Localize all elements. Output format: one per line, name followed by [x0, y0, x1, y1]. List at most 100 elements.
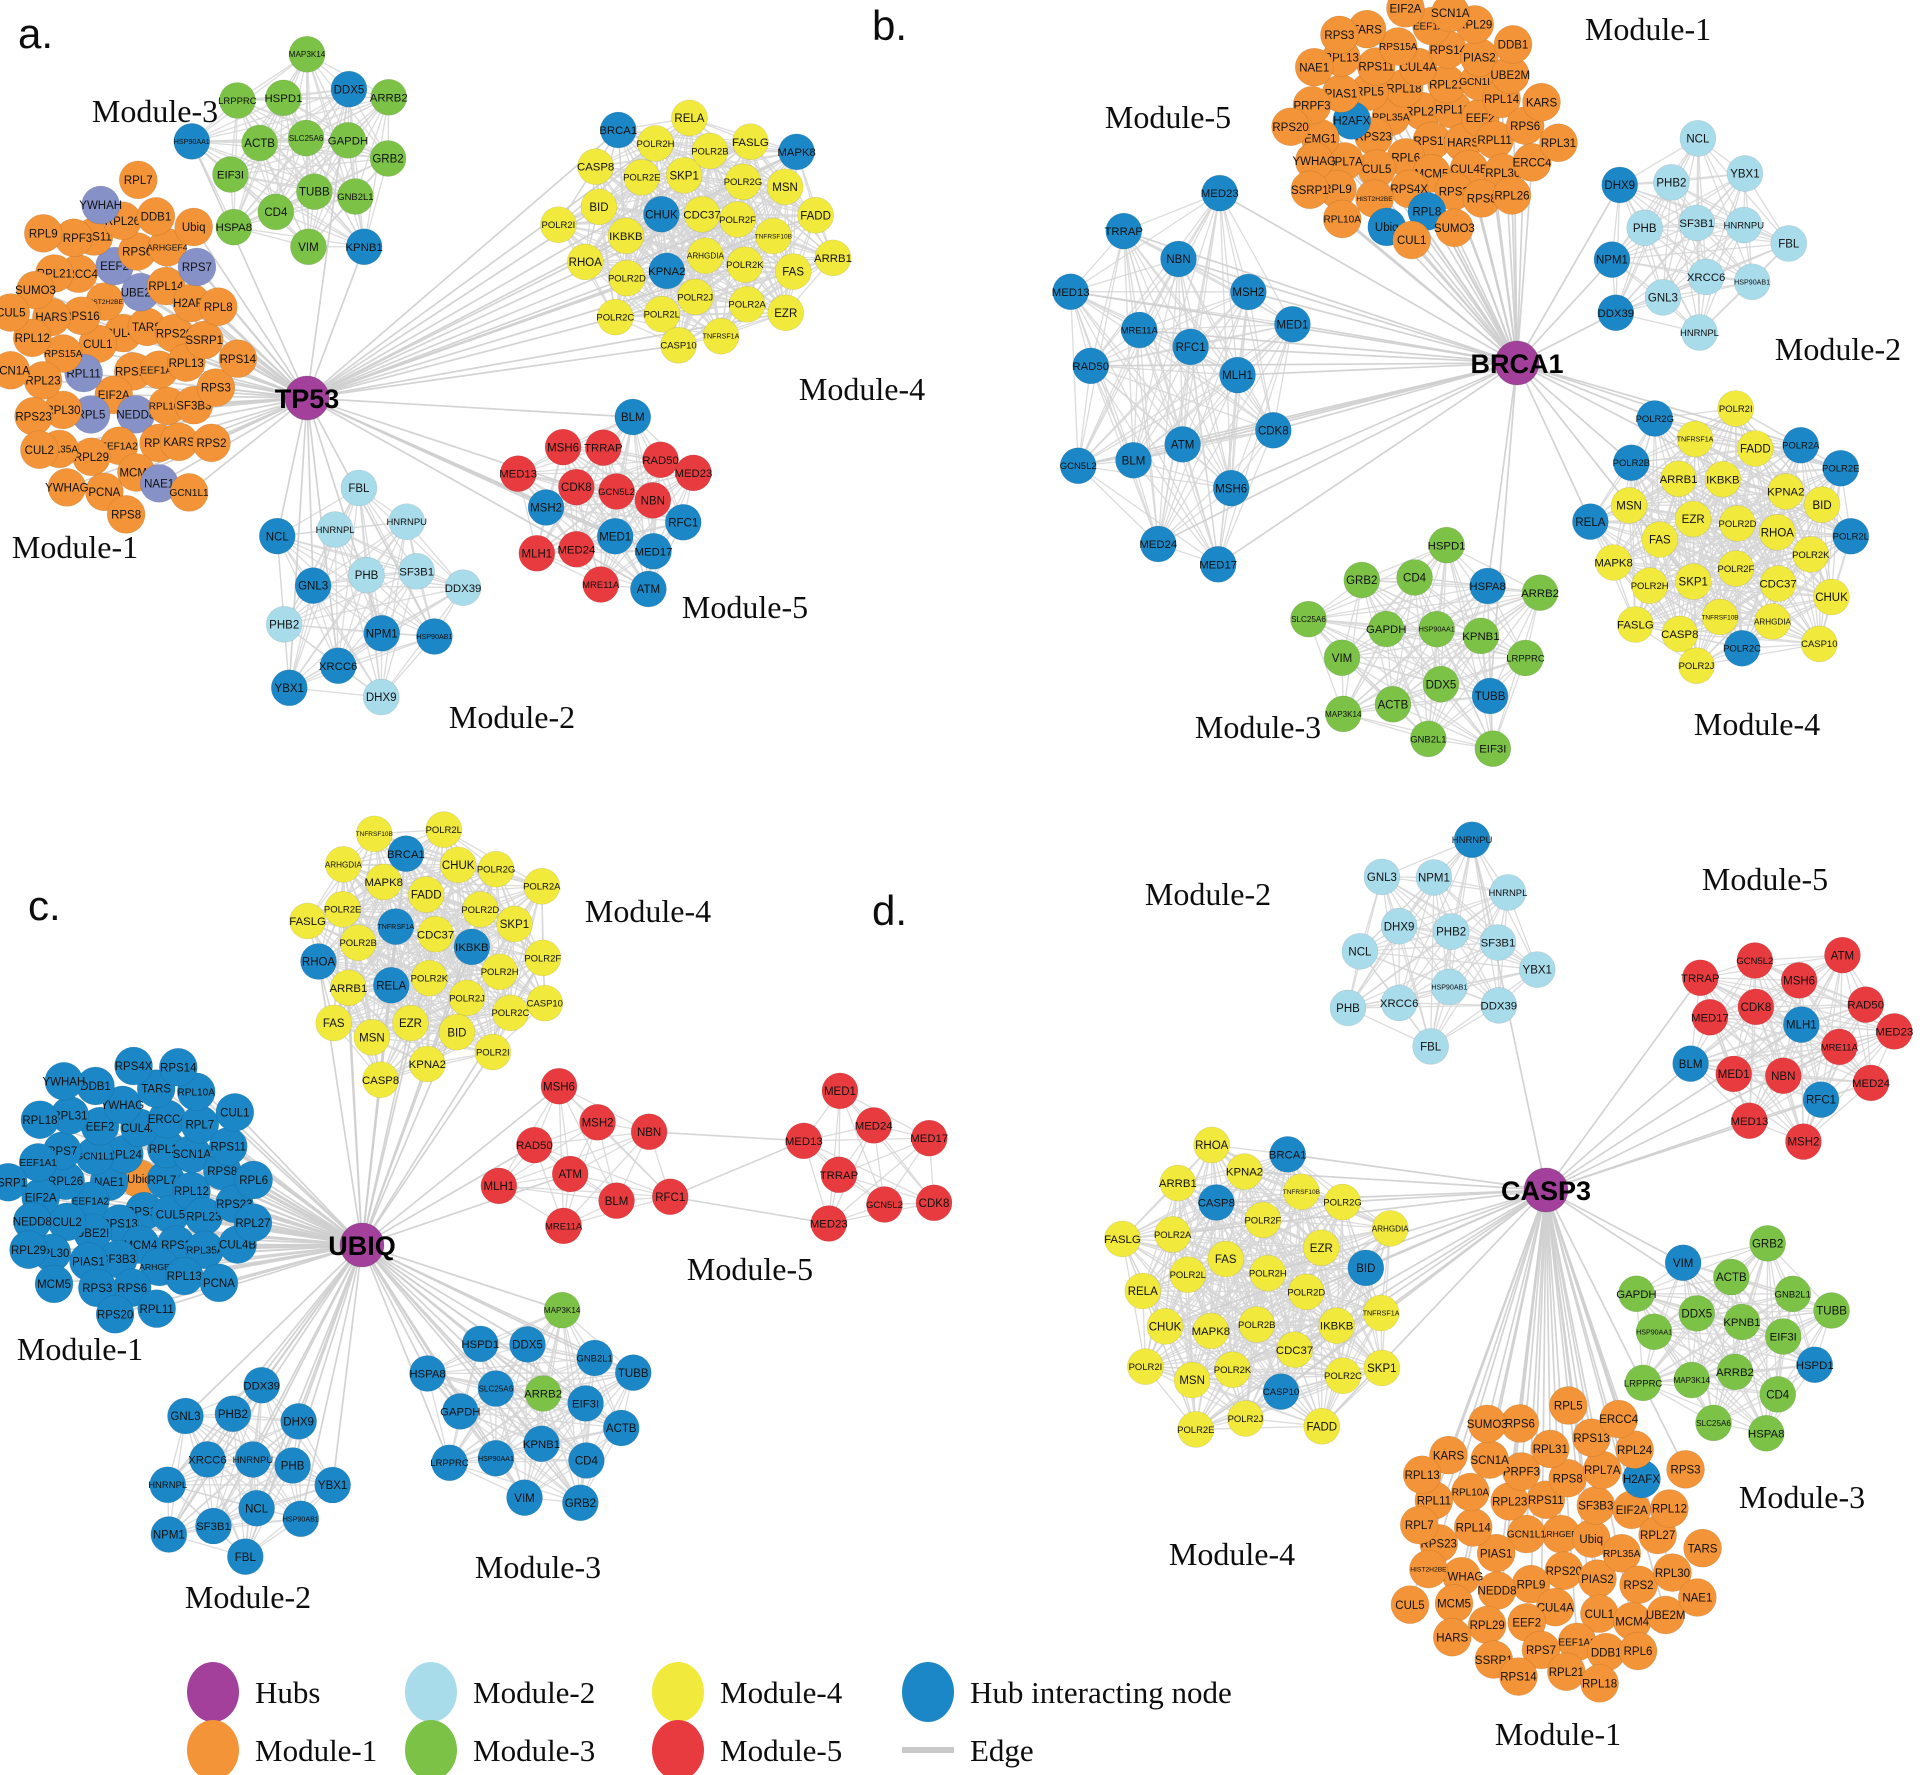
- node-label: YBX1: [1523, 965, 1552, 977]
- module-label-d-m3: Module-3: [1739, 1479, 1865, 1515]
- node-label: SF3B1: [399, 566, 434, 578]
- hub-edge: [306, 142, 656, 399]
- node-label: ARRB2: [1521, 588, 1559, 600]
- module-label-c-m4: Module-4: [585, 893, 711, 929]
- node-label: RELA: [674, 113, 704, 125]
- hub-edge: [306, 344, 679, 399]
- node-label: SKP1: [669, 171, 698, 183]
- edge: [337, 587, 464, 667]
- node-label: EIF3I: [572, 1398, 599, 1410]
- module-label-b-m2: Module-2: [1775, 331, 1901, 367]
- node-label: SCN1A: [1431, 8, 1470, 20]
- node-RPL12: [12, 318, 52, 358]
- hub-edge: [192, 226, 308, 399]
- node-label: SCN1A: [0, 365, 30, 377]
- node-label: CASP10: [527, 999, 563, 1010]
- node-label: CUL2: [52, 1217, 81, 1229]
- node-label: SKP1: [1367, 1363, 1396, 1375]
- node-label: PIAS1: [72, 1257, 105, 1269]
- node-label: SSRP1: [185, 335, 223, 347]
- edge: [230, 173, 365, 248]
- edge: [259, 142, 389, 160]
- node-label: MSH6: [1783, 976, 1815, 988]
- node-label: ARRB1: [329, 983, 367, 995]
- node-label: HIST2H2BE: [87, 299, 124, 306]
- node-label: HSP90AB1: [416, 633, 452, 641]
- edge: [229, 53, 308, 175]
- node-label: HSP90AA1: [174, 138, 210, 146]
- node-label: FASLG: [732, 137, 769, 149]
- node-label: GNB2L1: [337, 192, 373, 203]
- node-label: POLR2L: [1833, 532, 1869, 543]
- edge: [618, 129, 751, 143]
- node-HSPD1: [265, 79, 302, 117]
- node-label: RPL31: [1541, 138, 1576, 150]
- node-label: SF3B1: [196, 1521, 231, 1533]
- node-label: HARS: [35, 312, 67, 324]
- node-label: POLR2E: [1822, 464, 1859, 475]
- node-label: RPL7A: [1584, 1465, 1621, 1477]
- node-label: ARHGDIA: [325, 860, 363, 869]
- node-LRPPRC: [219, 82, 256, 119]
- node-label: DDX39: [243, 1380, 280, 1392]
- node-label: POLR2A: [1782, 441, 1820, 452]
- node-label: NPM1: [1596, 255, 1628, 267]
- node-label: BLM: [605, 1196, 629, 1208]
- panel-c: CDC37POLR2KTNFRSF1AIKBKBRELAFADDPOLR2JPO…: [0, 811, 953, 1615]
- node-label: POLR2H: [1631, 581, 1669, 592]
- node-label: MSH6: [543, 1081, 575, 1093]
- node-POLR2B: [691, 132, 729, 170]
- node-label: FADD: [800, 210, 831, 222]
- legend-label: Module-2: [473, 1675, 595, 1710]
- node-label: TRRAP: [1681, 973, 1720, 985]
- node-label: RPL13: [167, 1271, 202, 1283]
- edge: [191, 140, 309, 248]
- node-label: RPL21: [1549, 1667, 1584, 1679]
- node-label: EIF3I: [217, 170, 244, 182]
- module-label-d-m5: Module-5: [1702, 861, 1828, 897]
- node-label: SSRP1: [1291, 185, 1329, 197]
- node-label: RPL6: [239, 1175, 268, 1187]
- node-label: RHOA: [569, 257, 603, 269]
- node-label: BLM: [621, 412, 645, 424]
- node-CUL2: [20, 430, 59, 470]
- node-label: RAD50: [1072, 361, 1109, 373]
- hub-label: UBIQ: [328, 1231, 396, 1261]
- node-label: NBN: [1166, 254, 1190, 266]
- node-label: RPL10A: [1324, 215, 1362, 226]
- edge: [709, 150, 816, 216]
- node-label: ARHGEF4: [147, 242, 188, 252]
- edge: [517, 473, 602, 585]
- node-label: RPL9: [29, 228, 58, 240]
- node-label: FBL: [1778, 239, 1800, 251]
- node-label: RPS11: [210, 1141, 246, 1153]
- edge: [600, 447, 604, 585]
- node-label: RELA: [1575, 517, 1605, 529]
- node-label: RPL23: [186, 1211, 221, 1223]
- node-label: MAPK8: [777, 147, 816, 159]
- node-label: RPS7: [182, 262, 212, 274]
- module-label-b-m4: Module-4: [1694, 706, 1820, 742]
- node-label: KPNB1: [345, 242, 382, 254]
- node-label: CUL5: [1362, 164, 1391, 176]
- node-label: HSP90AB1: [283, 1515, 319, 1523]
- node-label: XRCC6: [1380, 998, 1419, 1010]
- node-RPL8: [198, 287, 238, 326]
- node-label: POLR2J: [1228, 1414, 1264, 1425]
- node-label: POLR2A: [728, 300, 766, 311]
- node-label: MSH2: [1787, 1137, 1819, 1149]
- edge: [288, 529, 336, 688]
- node-label: DDX5: [1426, 679, 1457, 691]
- node-label: BID: [1812, 500, 1831, 512]
- node-label: RFC1: [655, 1192, 685, 1204]
- node-label: EEF1A1: [19, 1158, 57, 1169]
- node-label: RAD50: [516, 1140, 553, 1152]
- hub-edge: [1545, 1062, 1692, 1191]
- node-label: NCL: [245, 1503, 269, 1515]
- node-label: EEF1A1: [140, 365, 178, 376]
- hub-edge: [306, 397, 314, 586]
- node-label: RPS20: [1546, 1566, 1582, 1578]
- node-label: H2AFX: [1333, 116, 1370, 128]
- node-HSPA8: [215, 208, 253, 246]
